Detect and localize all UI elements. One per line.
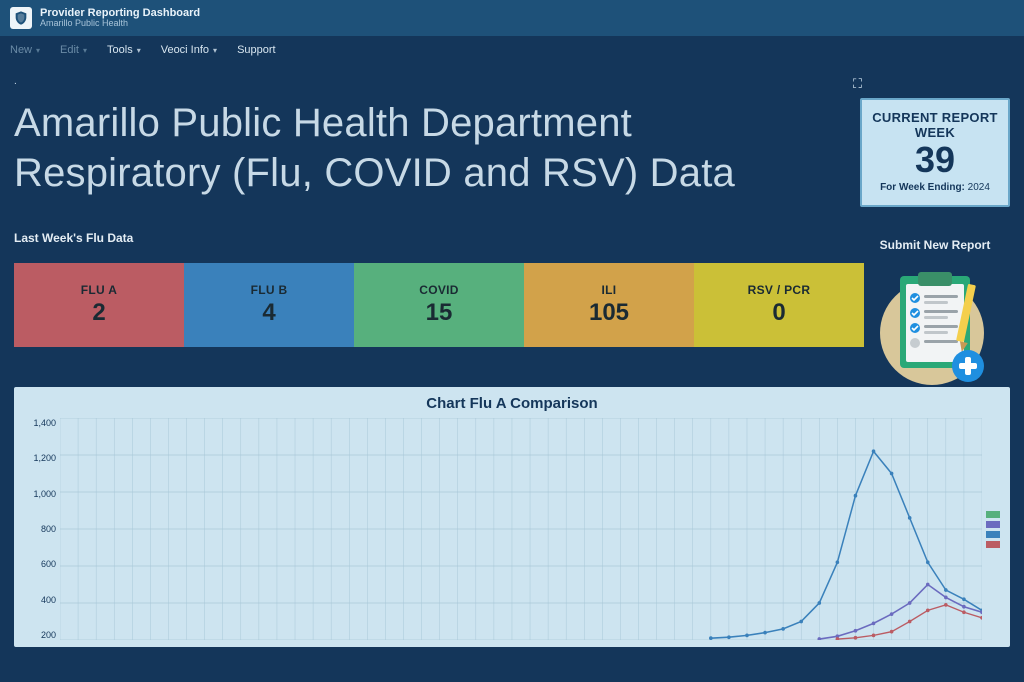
menu-new[interactable]: New▾ — [10, 44, 40, 56]
stat-label: FLU A — [81, 283, 117, 297]
app-subtitle: Amarillo Public Health — [40, 19, 200, 29]
corner-marker: . — [14, 76, 17, 87]
stat-value: 15 — [426, 299, 453, 327]
page-title: Amarillo Public Health Department Respir… — [14, 98, 846, 207]
chart-plot-area — [60, 418, 982, 640]
stat-card: FLU B 4 — [184, 263, 354, 347]
stat-card: FLU A 2 — [14, 263, 184, 347]
expand-icon[interactable]: ⛶ — [853, 76, 862, 92]
stat-value: 0 — [772, 299, 785, 327]
current-week-card: CURRENT REPORT WEEK 39 For Week Ending: … — [860, 98, 1010, 207]
menu-bar: New▾ Edit▾ Tools▾ Veoci Info▾ Support — [0, 36, 1024, 64]
submit-report-block: Submit New Report — [860, 238, 1010, 388]
stat-label: FLU B — [251, 283, 288, 297]
chevron-down-icon: ▾ — [137, 46, 141, 55]
chart-panel-flu-a: Chart Flu A Comparison 1,4001,2001,00080… — [14, 387, 1010, 647]
chart-title: Chart Flu A Comparison — [22, 395, 1002, 412]
stat-card: COVID 15 — [354, 263, 524, 347]
stat-label: ILI — [602, 283, 617, 297]
stat-card: ILI 105 — [524, 263, 694, 347]
chevron-down-icon: ▾ — [83, 46, 87, 55]
chevron-down-icon: ▾ — [213, 46, 217, 55]
week-card-number: 39 — [868, 142, 1002, 178]
stat-label: RSV / PCR — [748, 283, 811, 297]
menu-tools[interactable]: Tools▾ — [107, 44, 141, 56]
chevron-down-icon: ▾ — [36, 46, 40, 55]
submit-report-icon[interactable] — [870, 258, 1000, 388]
menu-edit[interactable]: Edit▾ — [60, 44, 87, 56]
stat-label: COVID — [419, 283, 459, 297]
app-header: Provider Reporting Dashboard Amarillo Pu… — [0, 0, 1024, 36]
stat-value: 2 — [92, 299, 105, 327]
week-card-ending: For Week Ending: 2024 — [868, 182, 1002, 193]
chart-y-axis: 1,4001,2001,000800600400200 — [22, 418, 60, 640]
stat-value: 4 — [262, 299, 275, 327]
submit-report-label: Submit New Report — [860, 238, 1010, 252]
stat-value: 105 — [589, 299, 629, 327]
menu-veoci-info[interactable]: Veoci Info▾ — [161, 44, 217, 56]
stat-card-row: FLU A 2 FLU B 4 COVID 15 ILI 105 RSV / PCR 0 — [14, 263, 864, 347]
menu-support[interactable]: Support — [237, 44, 276, 56]
chart-legend — [982, 418, 1002, 640]
app-logo-icon — [10, 7, 32, 29]
stat-card: RSV / PCR 0 — [694, 263, 864, 347]
app-title-block: Provider Reporting Dashboard Amarillo Pu… — [40, 7, 200, 29]
dashboard-canvas: . ⛶ Amarillo Public Health Department Re… — [0, 64, 1024, 682]
week-card-label: CURRENT REPORT WEEK — [868, 110, 1002, 140]
